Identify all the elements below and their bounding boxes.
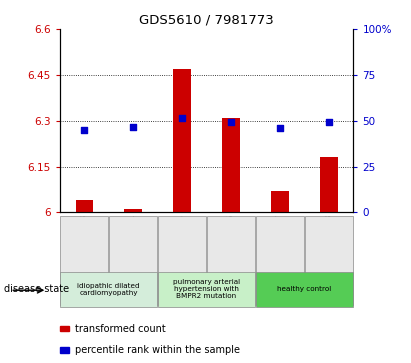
Text: pulmonary arterial
hypertension with
BMPR2 mutation: pulmonary arterial hypertension with BMP… xyxy=(173,280,240,299)
Bar xyxy=(271,191,289,212)
Point xyxy=(81,127,88,133)
Text: healthy control: healthy control xyxy=(277,286,332,293)
Text: transformed count: transformed count xyxy=(75,323,166,334)
Bar xyxy=(173,69,191,212)
Point xyxy=(277,126,283,131)
Bar xyxy=(321,158,337,212)
Text: idiopathic dilated
cardiomyopathy: idiopathic dilated cardiomyopathy xyxy=(77,283,140,296)
Point xyxy=(130,124,136,130)
Bar xyxy=(76,200,92,212)
Point xyxy=(179,115,185,121)
Bar xyxy=(125,209,142,212)
Bar xyxy=(222,118,240,212)
Text: percentile rank within the sample: percentile rank within the sample xyxy=(75,345,240,355)
Title: GDS5610 / 7981773: GDS5610 / 7981773 xyxy=(139,13,274,26)
Text: disease state: disease state xyxy=(4,284,69,294)
Point xyxy=(326,119,332,125)
Point xyxy=(228,119,234,125)
